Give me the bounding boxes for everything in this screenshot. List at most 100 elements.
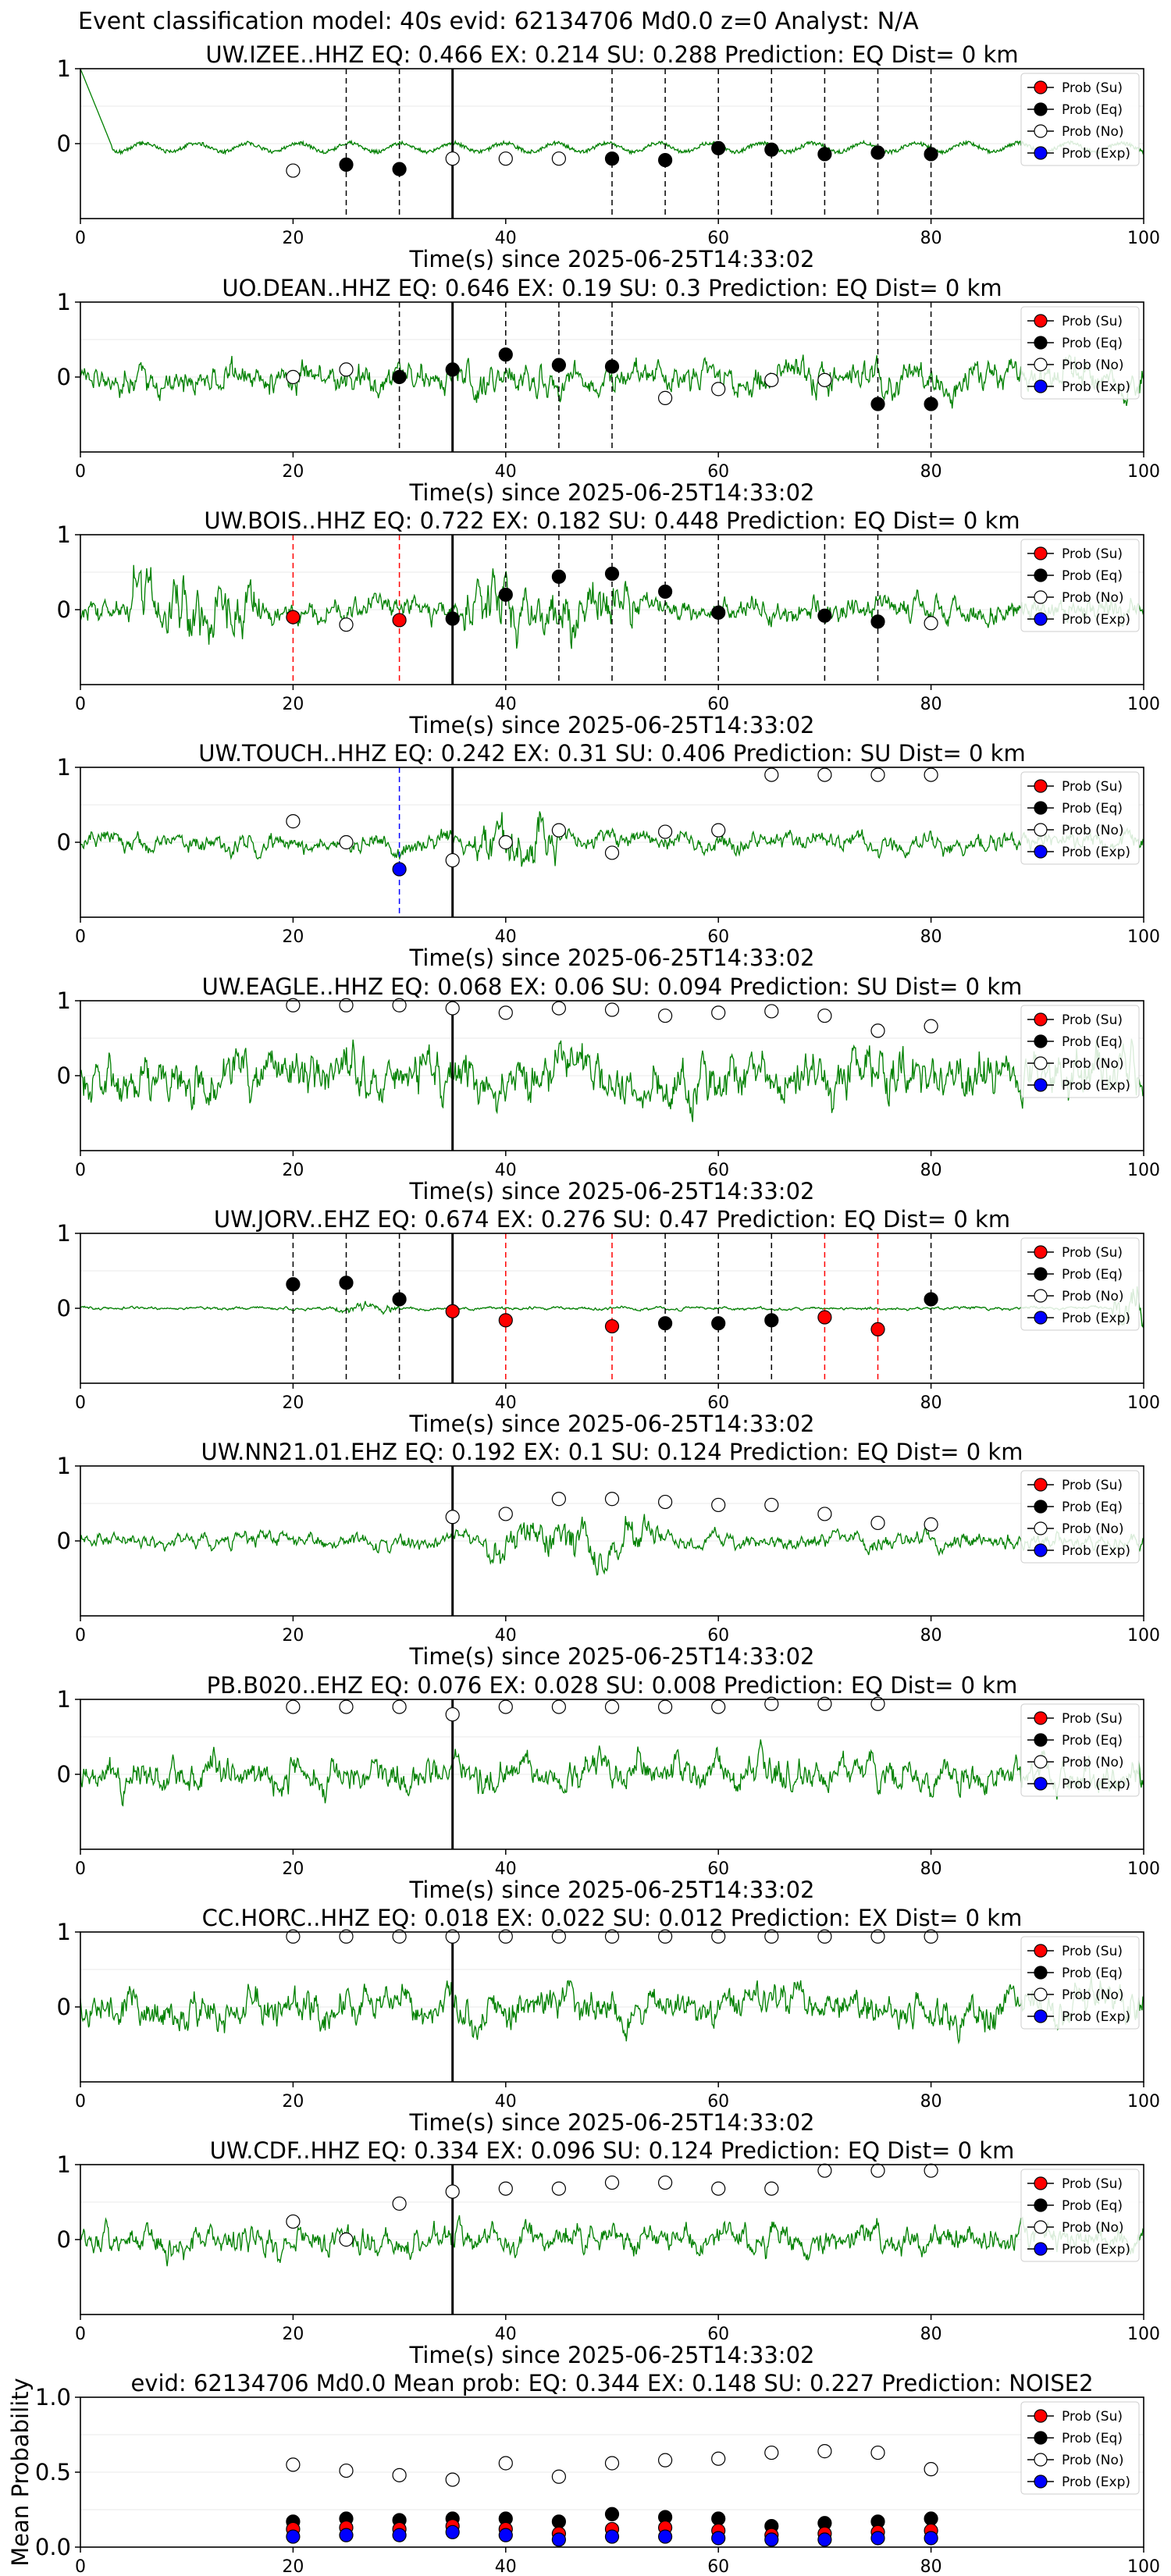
prob-point-su: [392, 613, 407, 628]
x-tick-label: 60: [707, 1626, 729, 1646]
x-tick-label: 20: [282, 2557, 304, 2576]
prob-point-no: [339, 1699, 354, 1714]
y-tick-label: 0: [57, 1528, 71, 1554]
prob-point-no: [711, 823, 726, 838]
legend-label-su: Prob (Su): [1062, 546, 1123, 562]
legend-marker-no: [1034, 358, 1048, 372]
prob-point-no: [551, 151, 567, 166]
prob-point-no: [604, 2175, 620, 2190]
x-tick-label: 100: [1127, 1161, 1160, 1180]
legend-marker-exp: [1034, 1543, 1048, 1557]
prob-point-eq: [392, 162, 407, 176]
prob-point-no: [817, 1929, 832, 1944]
mean-point-exp: [604, 2529, 620, 2544]
x-tick-label: 20: [282, 695, 304, 714]
mean-point-no: [657, 2453, 673, 2467]
x-tick-label: 100: [1127, 1859, 1160, 1879]
panel-title: UW.NN21.01.EHZ EQ: 0.192 EX: 0.1 SU: 0.1…: [201, 1439, 1023, 1465]
legend-marker-no: [1034, 1987, 1048, 2001]
y-tick-label: 1: [57, 289, 71, 315]
x-tick-label: 40: [495, 2325, 517, 2344]
x-tick-label: 80: [920, 1859, 942, 1879]
prob-point-no: [817, 2163, 832, 2178]
prob-point-no: [870, 1696, 885, 1711]
waveform-trace: [80, 2215, 1144, 2267]
prob-point-su: [604, 1318, 620, 1334]
legend-label-su: Prob (Su): [1062, 1012, 1123, 1028]
legend-box: [1020, 306, 1140, 400]
legend-label-su: Prob (Su): [1062, 779, 1123, 795]
x-tick-label: 0: [75, 2092, 86, 2112]
prob-point-no: [339, 998, 354, 1012]
prob-point-no: [924, 616, 938, 631]
x-axis-label: Time(s) since 2025-06-25T14:33:02: [409, 2342, 815, 2368]
prob-point-no: [392, 1699, 407, 1714]
y-tick-label: 1: [57, 987, 71, 1014]
prob-point-no: [817, 1009, 832, 1023]
prob-point-no: [657, 1009, 673, 1023]
mean-point-eq: [604, 2507, 620, 2521]
prob-point-eq: [392, 369, 407, 385]
y-tick-label: 1: [57, 1453, 71, 1479]
x-tick-label: 0: [75, 1859, 86, 1879]
prob-point-no: [711, 1699, 726, 1714]
mean-point-no: [551, 2469, 567, 2484]
prob-point-no: [711, 1929, 726, 1944]
legend-label-exp: Prob (Exp): [1062, 1777, 1130, 1792]
x-tick-label: 40: [495, 1393, 517, 1413]
prob-point-eq: [764, 1313, 779, 1328]
x-tick-label: 80: [920, 695, 942, 714]
legend-label-eq: Prob (Eq): [1062, 2198, 1123, 2214]
prob-point-no: [870, 1929, 885, 1944]
prob-point-no: [551, 1001, 567, 1016]
prob-point-no: [711, 2181, 726, 2196]
legend-label-no: Prob (No): [1062, 823, 1124, 838]
x-tick-label: 80: [920, 2325, 942, 2344]
x-tick-label: 100: [1127, 2092, 1160, 2112]
prob-point-no: [657, 824, 673, 839]
mean-point-exp: [498, 2528, 513, 2542]
prob-point-no: [445, 1510, 460, 1525]
x-tick-label: 80: [920, 462, 942, 482]
prob-point-eq: [392, 1292, 407, 1307]
y-tick-label: 1: [57, 1220, 71, 1247]
mean-point-eq: [924, 2511, 938, 2526]
prob-point-eq: [711, 1316, 726, 1331]
waveform-trace: [80, 1739, 1144, 1807]
prob-point-no: [339, 1929, 354, 1944]
prob-point-no: [445, 2184, 460, 2199]
mean-point-no: [764, 2445, 779, 2460]
prob-point-eq: [657, 1316, 673, 1331]
waveform-trace: [80, 1286, 1144, 1329]
mean-point-exp: [924, 2531, 938, 2546]
x-tick-label: 0: [75, 1626, 86, 1646]
legend-label-eq: Prob (Eq): [1062, 801, 1123, 817]
x-axis-label: Time(s) since 2025-06-25T14:33:02: [409, 246, 815, 272]
mean-point-exp: [711, 2531, 726, 2546]
prob-point-no: [286, 2214, 301, 2229]
prob-point-no: [764, 1004, 779, 1019]
legend-marker-su: [1034, 2176, 1048, 2190]
prob-point-no: [657, 1929, 673, 1944]
legend-label-no: Prob (No): [1062, 1987, 1124, 2003]
x-tick-label: 40: [495, 229, 517, 248]
prob-point-no: [924, 1517, 938, 1532]
x-tick-label: 20: [282, 1859, 304, 1879]
prob-point-exp: [392, 862, 407, 877]
prob-point-no: [392, 1929, 407, 1944]
x-tick-label: 20: [282, 2092, 304, 2112]
x-tick-label: 60: [707, 462, 729, 482]
x-tick-label: 60: [707, 229, 729, 248]
prob-point-no: [764, 372, 779, 387]
prob-point-su: [286, 610, 301, 624]
x-axis-label: Time(s) since 2025-06-25T14:33:02: [409, 479, 815, 506]
legend-label-eq: Prob (Eq): [1062, 568, 1123, 584]
legend-marker-eq: [1034, 801, 1048, 815]
prob-point-no: [498, 151, 513, 166]
legend-marker-no: [1034, 124, 1048, 138]
x-tick-label: 0: [75, 462, 86, 482]
prob-point-no: [764, 1696, 779, 1711]
prob-point-no: [498, 1699, 513, 1714]
x-tick-label: 40: [495, 1859, 517, 1879]
legend-marker-eq: [1034, 2198, 1048, 2212]
